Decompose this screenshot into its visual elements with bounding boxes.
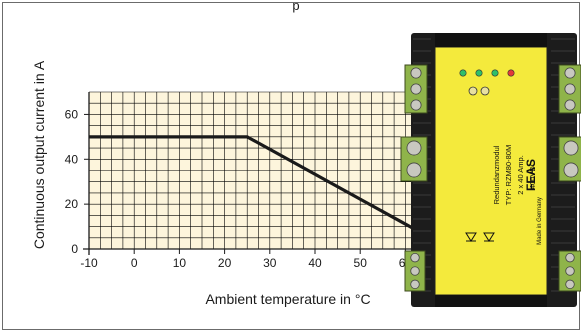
- x-axis-title: Ambient temperature in °C: [205, 291, 370, 307]
- terminal-screw: [406, 140, 422, 156]
- module-label-line: TYP: RZM80-80M: [504, 145, 513, 205]
- potentiometer: [480, 86, 490, 96]
- terminal-screw: [410, 266, 420, 276]
- module-label-line: Redundanzmodul: [492, 145, 501, 204]
- terminal-screw: [565, 266, 575, 276]
- x-tick-label: 50: [354, 256, 368, 270]
- terminal-screw: [410, 67, 422, 79]
- x-tick-label: -10: [80, 256, 98, 270]
- derating-curve: [89, 135, 452, 251]
- chart-title-fragment: p: [292, 3, 299, 13]
- status-led: [491, 69, 499, 77]
- terminal-screw: [410, 253, 420, 263]
- x-tick-label: 0: [131, 256, 138, 270]
- y-axis-title: Continuous output current in A: [31, 60, 47, 249]
- module-label-line: 400VDC: [528, 160, 537, 189]
- front-panel: [434, 46, 548, 296]
- status-led: [459, 69, 467, 77]
- terminal-screw: [563, 140, 579, 156]
- terminal-screw: [406, 162, 422, 178]
- diode-symbol: [483, 232, 495, 242]
- terminal-screw: [564, 67, 576, 79]
- y-tick-label: 40: [65, 152, 79, 166]
- terminal-screw: [563, 162, 579, 178]
- x-tick-label: 40: [308, 256, 322, 270]
- terminal-screw: [410, 83, 422, 95]
- made-in-text: Made in Germany: [537, 197, 543, 245]
- diode-symbol: [465, 232, 477, 242]
- y-tick-label: 0: [71, 242, 78, 256]
- potentiometer: [468, 86, 478, 96]
- status-led: [507, 69, 515, 77]
- redundancy-module-photo: Redundanzmodul TYP: RZM80-80M 2 x 40 Amp. 4…: [400, 33, 581, 307]
- module-label: Redundanzmodul TYP: RZM80-80M 2 x 40 Amp. 4…: [492, 145, 537, 205]
- x-tick-label: 10: [173, 256, 187, 270]
- terminal-screw: [410, 99, 422, 111]
- bottom-strip: [435, 295, 547, 307]
- terminal-screw: [564, 83, 576, 95]
- module-label-line: 2 x 40 Amp.: [516, 155, 525, 195]
- x-tick-label: 20: [218, 256, 232, 270]
- terminal-screw: [565, 279, 575, 290]
- status-led: [475, 69, 483, 77]
- brand-logo: FEAS: [524, 159, 538, 191]
- terminal-screw: [410, 279, 420, 290]
- terminal-screw: [564, 99, 576, 111]
- top-strip: [435, 33, 547, 47]
- y-tick-label: 20: [65, 197, 79, 211]
- x-tick-label: 30: [263, 256, 277, 270]
- y-tick-label: 60: [65, 107, 79, 121]
- terminal-screw: [565, 253, 575, 263]
